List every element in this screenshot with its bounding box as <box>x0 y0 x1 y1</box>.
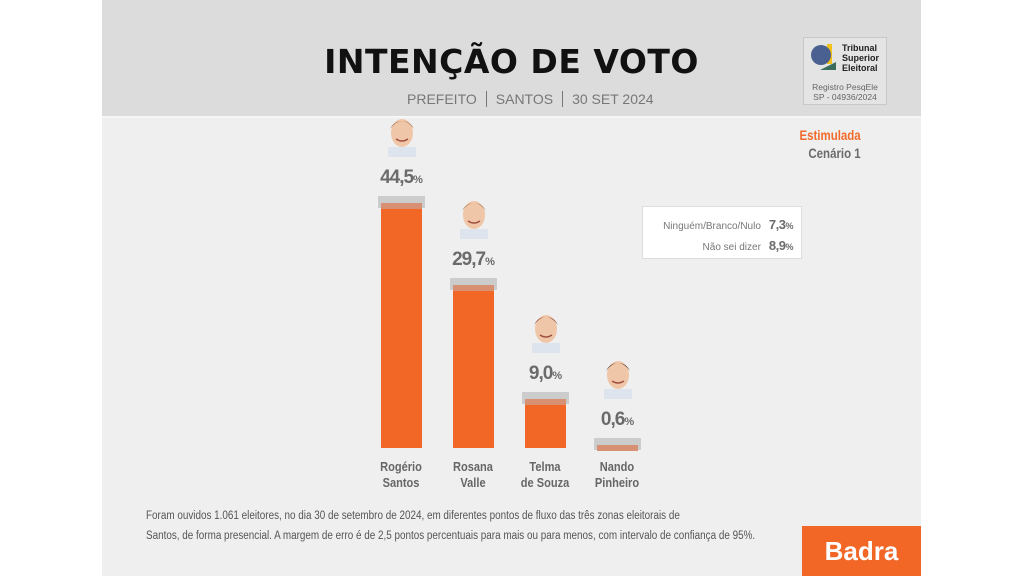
tse-name-1: Tribunal <box>842 43 878 53</box>
bar <box>453 284 494 448</box>
tse-name-3: Eleitoral <box>842 63 878 73</box>
value-label: 44,5% <box>361 167 441 189</box>
infographic-panel: INTENÇÃO DE VOTO PREFEITO SANTOS 30 SET … <box>102 0 921 576</box>
bar <box>381 203 422 448</box>
legend-value: 7,3 <box>768 217 786 232</box>
scenario-label: Estimulada Cenário 1 <box>800 127 861 161</box>
tse-name-2: Superior <box>842 53 880 63</box>
candidate-name: Rosana Valle <box>439 459 507 491</box>
scenario-type: Estimulada <box>799 127 861 143</box>
value-number: 0,6 <box>600 408 625 430</box>
subtitle-office: PREFEITO <box>398 91 487 107</box>
other-answers-box: Ninguém/Branco/Nulo 7,3% Não sei dizer 8… <box>642 206 802 259</box>
bar-chart: 44,5% Rogério Santos 29,7% Rosana Valle 9,0% Te… <box>102 0 921 500</box>
candidate-name-line: Telma <box>529 459 561 474</box>
header: INTENÇÃO DE VOTO PREFEITO SANTOS 30 SET … <box>102 0 921 118</box>
bar <box>525 398 566 448</box>
page-title: INTENÇÃO DE VOTO <box>324 42 699 81</box>
subtitle-city: SANTOS <box>487 91 564 107</box>
value-unit: % <box>485 255 495 268</box>
value-unit: % <box>552 369 562 382</box>
tse-registry-label: Registro PesqEle <box>812 82 878 92</box>
candidate-portrait-icon <box>600 355 636 399</box>
candidate-name-line: Nando <box>599 459 635 474</box>
candidate-name-line: Valle <box>460 475 486 490</box>
candidate-name: Nando Pinheiro <box>583 459 651 491</box>
legend-row: Ninguém/Branco/Nulo 7,3% <box>663 217 793 232</box>
legend-row: Não sei dizer 8,9% <box>702 238 794 253</box>
tse-registry-number: SP - 04936/2024 <box>813 92 877 102</box>
candidate-portrait-icon <box>528 309 564 353</box>
candidate-name-line: de Souza <box>520 475 570 490</box>
legend-value: 8,9 <box>768 238 786 253</box>
candidate-name-line: Pinheiro <box>594 475 640 490</box>
badra-logo: Badra <box>802 526 921 576</box>
note-line: Santos, de forma presencial. A margem de… <box>146 530 756 542</box>
value-number: 44,5 <box>380 167 414 189</box>
note-line: Foram ouvidos 1.061 eleitores, no dia 30… <box>146 510 680 522</box>
value-label: 9,0% <box>505 363 585 385</box>
legend-label: Não sei dizer <box>702 242 761 253</box>
value-label: 29,7% <box>433 249 513 271</box>
candidate-name: Telma de Souza <box>511 459 579 491</box>
candidate-portrait-icon <box>456 195 492 239</box>
tse-badge: Tribunal Superior Eleitoral Registro Pes… <box>803 37 887 105</box>
subtitle: PREFEITO SANTOS 30 SET 2024 <box>398 91 663 107</box>
scenario-name: Cenário 1 <box>808 145 861 161</box>
bar-cap-overlap <box>381 203 422 210</box>
candidate-name-line: Rosana <box>453 459 493 474</box>
bar-cap-overlap <box>597 444 638 451</box>
value-unit: % <box>624 415 634 428</box>
value-number: 9,0 <box>528 362 553 384</box>
bar-cap-overlap <box>453 284 494 291</box>
candidate-name-line: Rogério <box>380 459 422 474</box>
value-unit: % <box>413 174 423 187</box>
subtitle-date: 30 SET 2024 <box>572 91 654 107</box>
legend-unit: % <box>785 242 793 252</box>
value-label: 0,6% <box>577 409 657 431</box>
legend-unit: % <box>785 221 793 231</box>
value-number: 29,7 <box>452 248 486 270</box>
bar-cap-overlap <box>525 398 566 405</box>
legend-label: Ninguém/Branco/Nulo <box>663 221 761 232</box>
methodology-note: Foram ouvidos 1.061 eleitores, no dia 30… <box>146 506 817 546</box>
candidate-name: Rogério Santos <box>367 459 435 491</box>
candidate-portrait-icon <box>384 113 420 158</box>
candidate-name-line: Santos <box>382 475 420 490</box>
tse-emblem-icon <box>811 44 836 70</box>
